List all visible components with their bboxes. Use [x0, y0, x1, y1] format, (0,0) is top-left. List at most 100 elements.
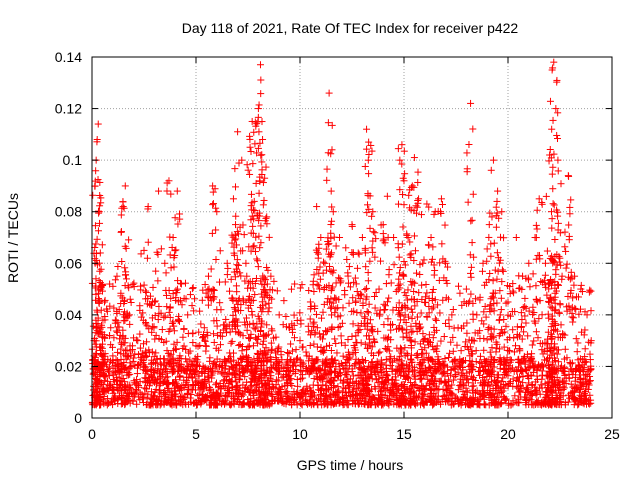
- data-point: [577, 374, 585, 382]
- data-point: [115, 385, 123, 393]
- data-point: [454, 368, 462, 376]
- data-point: [241, 373, 249, 381]
- data-point: [92, 167, 100, 175]
- data-point: [339, 377, 347, 385]
- data-point: [554, 358, 562, 366]
- data-point: [142, 363, 150, 371]
- data-point: [107, 324, 115, 332]
- data-point: [125, 311, 133, 319]
- data-points: [88, 58, 595, 409]
- data-point: [152, 349, 160, 357]
- data-point: [98, 395, 106, 403]
- data-point: [468, 382, 476, 390]
- data-point: [374, 378, 382, 386]
- data-point: [92, 240, 100, 248]
- data-point: [567, 360, 575, 368]
- data-point: [144, 203, 152, 211]
- data-point: [148, 399, 156, 407]
- data-point: [117, 300, 125, 308]
- data-point: [117, 377, 125, 385]
- data-point: [283, 387, 291, 395]
- data-point: [497, 388, 505, 396]
- data-point: [144, 238, 152, 246]
- y-tick-label: 0: [74, 410, 82, 426]
- data-point: [464, 375, 472, 383]
- data-point: [111, 276, 119, 284]
- data-point: [317, 385, 325, 393]
- data-point: [92, 250, 100, 258]
- data-point: [113, 272, 121, 280]
- data-point: [427, 385, 435, 393]
- data-point: [142, 289, 150, 297]
- data-point: [127, 384, 135, 392]
- data-point: [290, 394, 298, 402]
- data-point: [576, 391, 584, 399]
- y-tick-label: 0.06: [55, 255, 82, 271]
- data-point: [106, 399, 114, 407]
- x-tick-label: 0: [88, 426, 96, 442]
- data-point: [220, 368, 228, 376]
- data-point: [120, 384, 128, 392]
- data-point: [352, 390, 360, 398]
- data-point: [519, 379, 527, 387]
- data-point: [94, 227, 102, 235]
- data-point: [104, 377, 112, 385]
- data-point: [123, 371, 131, 379]
- data-point: [297, 375, 305, 383]
- data-point: [122, 363, 130, 371]
- data-point: [293, 376, 301, 384]
- data-point: [195, 372, 203, 380]
- data-point: [104, 355, 112, 363]
- data-point: [91, 380, 99, 388]
- data-point: [94, 120, 102, 128]
- data-point: [110, 304, 118, 312]
- x-tick-label: 5: [192, 426, 200, 442]
- data-point: [93, 235, 101, 243]
- data-point: [126, 359, 134, 367]
- data-point: [104, 399, 112, 407]
- data-point: [108, 359, 116, 367]
- data-point: [302, 390, 310, 398]
- data-point: [91, 340, 99, 348]
- data-point: [141, 384, 149, 392]
- data-point: [284, 389, 292, 397]
- data-point: [141, 374, 149, 382]
- data-point: [97, 194, 105, 202]
- data-point: [97, 265, 105, 273]
- data-point: [456, 382, 464, 390]
- data-point: [93, 138, 101, 146]
- data-point: [452, 393, 460, 401]
- data-point: [95, 209, 103, 217]
- data-point: [129, 397, 137, 405]
- data-point: [115, 305, 123, 313]
- data-point: [143, 254, 151, 262]
- data-point: [544, 360, 552, 368]
- data-point: [133, 376, 141, 384]
- data-point: [98, 241, 106, 249]
- data-point: [334, 372, 342, 380]
- data-point: [336, 365, 344, 373]
- data-point: [94, 387, 102, 395]
- data-point: [576, 375, 584, 383]
- data-point: [122, 271, 130, 279]
- data-point: [110, 378, 118, 386]
- data-point: [479, 393, 487, 401]
- data-point: [297, 400, 305, 408]
- data-point: [143, 322, 151, 330]
- data-point: [133, 400, 141, 408]
- data-point: [353, 385, 361, 393]
- data-point: [355, 384, 363, 392]
- y-tick-label: 0.1: [63, 152, 83, 168]
- data-point: [562, 374, 570, 382]
- data-point: [480, 389, 488, 397]
- data-point: [477, 359, 485, 367]
- data-point: [142, 295, 150, 303]
- data-point: [94, 290, 102, 298]
- data-point: [307, 392, 315, 400]
- data-point: [586, 391, 594, 399]
- data-point: [183, 358, 191, 366]
- data-point: [120, 398, 128, 406]
- data-point: [121, 264, 129, 272]
- y-tick-label: 0.08: [55, 204, 82, 220]
